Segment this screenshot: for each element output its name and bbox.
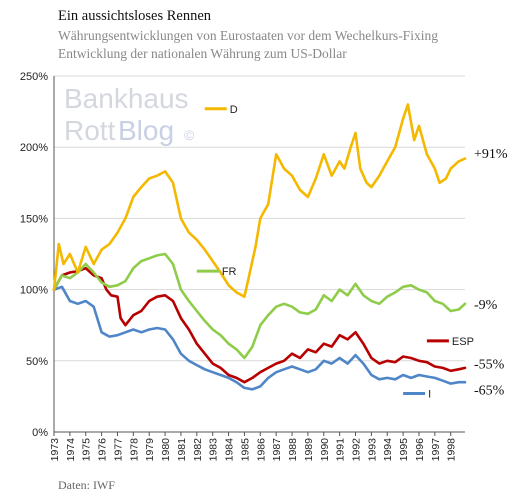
watermark-line1: Bankhaus: [64, 83, 189, 114]
legend-label-fr: FR: [222, 266, 237, 278]
x-tick-label: 1993: [366, 438, 378, 462]
x-tick-label: 1996: [414, 438, 426, 462]
x-tick-label: 1977: [112, 438, 124, 462]
legend-label-d: D: [230, 104, 238, 116]
end-label-esp: -55%: [474, 358, 505, 373]
x-tick-label: 1990: [319, 438, 331, 462]
x-tick-label: 1997: [430, 438, 442, 462]
series-line-d: [52, 103, 467, 299]
x-tick-label: 1981: [176, 438, 188, 462]
y-tick-label: 250%: [20, 71, 48, 83]
x-tick-label: 1983: [208, 438, 220, 462]
x-tick-label: 1979: [144, 438, 156, 462]
x-tick-label: 1991: [335, 438, 347, 462]
watermark-blog: Blog: [118, 115, 174, 146]
x-tick-label: 1982: [192, 438, 204, 462]
x-tick-label: 1992: [351, 438, 363, 462]
x-tick-label: 1998: [446, 438, 458, 462]
end-label-d: +91%: [474, 147, 508, 162]
x-tick-label: 1984: [224, 438, 236, 462]
end-label-fr: -9%: [474, 298, 498, 313]
x-tick-label: 1975: [81, 438, 93, 462]
x-tick-label: 1987: [271, 438, 283, 462]
x-tick-label: 1985: [239, 438, 251, 462]
data-source: Daten: IWF: [58, 478, 115, 492]
x-tick-label: 1994: [382, 438, 394, 462]
x-tick-label: 1973: [49, 438, 61, 462]
y-tick-label: 100%: [20, 285, 48, 297]
end-labels: +91% -9% -55% -65%: [474, 147, 508, 398]
chart-title: Ein aussichtsloses Rennen: [58, 8, 212, 24]
x-tick-label: 1978: [128, 438, 140, 462]
legend-label-esp: ESP: [452, 336, 474, 348]
grid-lines: [54, 75, 465, 433]
x-axis: 1973 1974 1975 1976 1977 1978 1979 1980 1981 1982…: [49, 431, 465, 462]
x-tick-label: 1986: [255, 438, 267, 462]
x-tick-label: 1980: [160, 438, 172, 462]
series-lines: [52, 103, 467, 391]
x-tick-label: 1988: [287, 438, 299, 462]
watermark-mark: ©: [184, 127, 195, 143]
x-tick-label: 1989: [303, 438, 315, 462]
series-line-i: [52, 285, 467, 391]
legend-label-i: I: [428, 389, 431, 401]
y-tick-label: 0%: [32, 427, 48, 439]
chart-subtitle-1: Währungsentwicklungen von Eurostaaten vo…: [58, 28, 438, 43]
watermark: Bankhaus Rott Blog ©: [64, 83, 195, 146]
y-axis: 0% 50% 100% 150% 200% 250%: [20, 71, 55, 439]
watermark-rott: Rott: [64, 115, 116, 146]
series-line-esp: [52, 266, 467, 384]
legend: D FR ESP I: [196, 104, 474, 401]
chart-subtitle-2: Entwicklung der nationalen Währung zum U…: [58, 46, 347, 61]
x-tick-label: 1995: [398, 438, 410, 462]
y-tick-label: 50%: [26, 356, 48, 368]
y-tick-label: 200%: [20, 142, 48, 154]
x-tick-label: 1974: [65, 438, 77, 462]
series-line-fr: [52, 252, 467, 360]
y-tick-label: 150%: [20, 213, 48, 225]
x-tick-label: 1976: [97, 438, 109, 462]
end-label-i: -65%: [474, 383, 505, 398]
